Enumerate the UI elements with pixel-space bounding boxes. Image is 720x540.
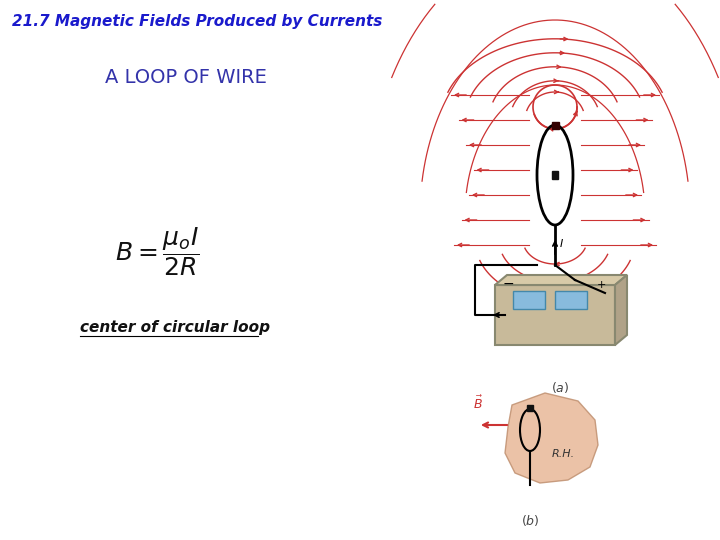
Polygon shape: [495, 275, 627, 285]
Polygon shape: [615, 275, 627, 345]
Bar: [555, 291, 587, 309]
Bar: [527, 405, 533, 411]
Bar: [513, 291, 545, 309]
Bar: [552, 171, 558, 179]
Text: $(a)$: $(a)$: [551, 380, 570, 395]
Text: $(b)$: $(b)$: [521, 513, 539, 528]
Text: 21.7 Magnetic Fields Produced by Currents: 21.7 Magnetic Fields Produced by Current…: [12, 14, 382, 29]
Text: $B = \dfrac{\mu_o I}{2R}$: $B = \dfrac{\mu_o I}{2R}$: [115, 225, 199, 278]
Text: $I$: $I$: [559, 237, 564, 249]
Text: $\vec{B}$: $\vec{B}$: [473, 395, 483, 412]
Text: center of circular loop: center of circular loop: [80, 320, 270, 335]
Text: A LOOP OF WIRE: A LOOP OF WIRE: [105, 68, 267, 87]
Text: R.H.: R.H.: [552, 449, 575, 459]
FancyBboxPatch shape: [495, 285, 615, 345]
Bar: [552, 122, 559, 129]
Text: −: −: [503, 277, 515, 291]
Text: +: +: [597, 280, 606, 290]
Polygon shape: [505, 393, 598, 483]
